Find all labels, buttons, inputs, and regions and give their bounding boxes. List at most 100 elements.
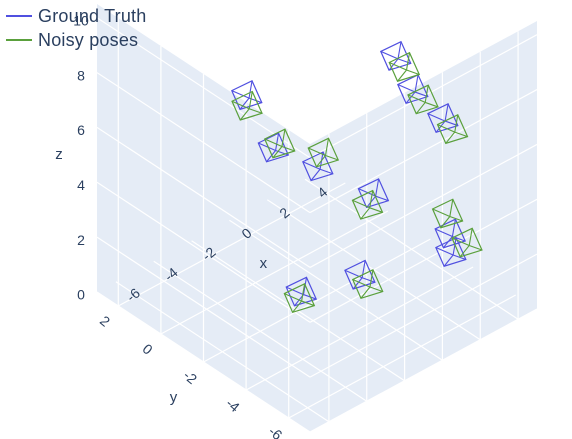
camera-marker-ground-truth-edge xyxy=(434,228,453,237)
z-tick-label: 10 xyxy=(73,12,89,28)
camera-marker-noisy-poses-edge xyxy=(449,199,454,217)
legend-swatch-ground-truth xyxy=(6,15,32,17)
camera-marker-noisy-poses-edge xyxy=(352,279,371,288)
camera-marker-ground-truth xyxy=(397,73,429,105)
legend-swatch-noisy-poses xyxy=(6,39,32,41)
legend: Ground Truth Noisy poses xyxy=(6,4,146,52)
camera-marker-noisy-poses-edge xyxy=(301,283,306,302)
camera-marker-ground-truth xyxy=(357,178,390,209)
camera-marker-ground-truth-edge xyxy=(435,246,454,256)
camera-marker-ground-truth-edge xyxy=(275,133,280,151)
camera-marker-noisy-poses-edge xyxy=(454,114,459,133)
camera-marker-noisy-poses-edge xyxy=(308,147,326,157)
camera-marker-noisy-poses-edge xyxy=(469,245,483,251)
grid-line-y-floor xyxy=(288,294,516,419)
legend-item-noisy-poses[interactable]: Noisy poses xyxy=(6,28,146,52)
camera-marker-ground-truth-edge xyxy=(319,168,333,175)
camera-marker-ground-truth-edge xyxy=(444,103,449,122)
camera-marker-ground-truth-edge xyxy=(310,168,321,181)
camera-marker-noisy-poses-edge xyxy=(281,129,286,147)
camera-marker-noisy-poses-edge xyxy=(301,300,315,307)
camera-marker-ground-truth-edge xyxy=(248,80,253,99)
camera-marker-ground-truth-edge xyxy=(397,41,402,60)
camera-marker-noisy-poses xyxy=(451,227,483,258)
y-tick-label: -2 xyxy=(180,367,200,387)
camera-marker-ground-truth-edge xyxy=(442,236,453,249)
z-tick-label: 2 xyxy=(77,232,85,248)
camera-marker-noisy-poses-edge xyxy=(432,208,451,218)
camera-marker-ground-truth-edge xyxy=(352,277,363,290)
camera-marker-noisy-poses xyxy=(263,128,296,159)
grid-line-z-side xyxy=(96,126,311,268)
camera-marker-noisy-poses-edge xyxy=(406,69,420,76)
grid-line-z-back xyxy=(309,308,538,433)
camera-marker-ground-truth xyxy=(302,151,334,182)
grid-line-z-side xyxy=(96,72,311,214)
grid-line-z-back xyxy=(309,143,538,268)
grid-line-y-floor xyxy=(118,182,346,307)
camera-marker-noisy-poses-edge xyxy=(281,145,295,152)
grid-line-z-back xyxy=(309,253,538,378)
camera-marker-noisy-poses-edge xyxy=(389,61,407,71)
z-tick-label: 0 xyxy=(77,287,85,303)
grid-lines xyxy=(96,17,538,433)
camera-marker-ground-truth-edge xyxy=(239,97,250,110)
camera-marker-ground-truth-edge xyxy=(452,237,457,256)
y-tick-label: 2 xyxy=(97,312,113,329)
camera-marker-noisy-poses-edge xyxy=(249,108,263,114)
legend-label-noisy-poses: Noisy poses xyxy=(38,29,139,50)
grid-line-y-floor xyxy=(245,266,474,391)
y-axis-title: y xyxy=(170,389,178,406)
legend-label-ground-truth: Ground Truth xyxy=(38,5,147,26)
camera-marker-noisy-poses-edge xyxy=(272,146,283,159)
camera-marker-ground-truth-edge xyxy=(414,91,428,98)
camera-marker-noisy-poses-edge xyxy=(352,199,370,209)
camera-marker-noisy-poses-edge xyxy=(264,138,283,147)
camera-marker-noisy-poses xyxy=(407,84,439,115)
legend-item-ground-truth[interactable]: Ground Truth xyxy=(6,4,146,28)
grid-line-z-side xyxy=(96,181,311,323)
camera-marker-noisy-poses-edge xyxy=(360,286,371,299)
camera-marker-noisy-poses xyxy=(351,268,384,300)
camera-marker-ground-truth-edge xyxy=(452,254,467,261)
camera-marker-ground-truth xyxy=(257,132,290,163)
axis-panes xyxy=(97,4,537,432)
camera-marker-noisy-poses-edge xyxy=(407,94,426,103)
camera-marker-ground-truth-edge xyxy=(427,113,446,122)
camera-marker-noisy-poses-edge xyxy=(424,85,429,103)
camera-marker-ground-truth-edge xyxy=(266,150,276,163)
camera-marker-ground-truth-edge xyxy=(451,219,456,237)
camera-marker-ground-truth-edge xyxy=(397,84,416,93)
camera-marker-ground-truth-edge xyxy=(380,50,399,60)
camera-marker-ground-truth-edge xyxy=(414,74,419,93)
z-tick-label: 6 xyxy=(77,122,85,138)
z-axis-title: z xyxy=(55,146,63,163)
x-axis-title: x xyxy=(260,255,268,272)
camera-marker-noisy-poses-edge xyxy=(284,293,302,302)
camera-marker-ground-truth-edge xyxy=(375,195,389,202)
camera-marker-noisy-poses-edge xyxy=(369,207,383,213)
camera-marker-noisy-poses-edge xyxy=(440,216,451,229)
camera-marker-noisy-poses xyxy=(351,189,384,220)
camera-marker-noisy-poses xyxy=(388,51,421,82)
camera-marker-ground-truth-edge xyxy=(435,120,446,133)
camera-markers xyxy=(231,40,483,314)
grid-line-z-back xyxy=(309,89,538,214)
grid-line-z-back xyxy=(309,198,538,323)
camera-marker-noisy-poses-edge xyxy=(449,215,463,222)
camera-marker-noisy-poses xyxy=(436,114,469,145)
camera-marker-ground-truth-edge xyxy=(302,161,321,170)
camera-marker-noisy-poses xyxy=(231,90,263,121)
camera-marker-ground-truth-edge xyxy=(375,178,380,197)
camera-marker-noisy-poses xyxy=(431,198,464,229)
grid-line-y-floor xyxy=(160,210,389,335)
camera-marker-noisy-poses-edge xyxy=(397,69,407,82)
camera-marker-ground-truth-edge xyxy=(361,277,376,283)
camera-marker-ground-truth-edge xyxy=(405,91,416,104)
grid-line-z-side xyxy=(96,236,311,378)
camera-marker-noisy-poses xyxy=(283,283,316,314)
camera-marker-noisy-poses-edge xyxy=(324,138,330,156)
camera-marker-ground-truth-edge xyxy=(231,90,250,99)
camera-marker-noisy-poses-edge xyxy=(459,245,470,258)
